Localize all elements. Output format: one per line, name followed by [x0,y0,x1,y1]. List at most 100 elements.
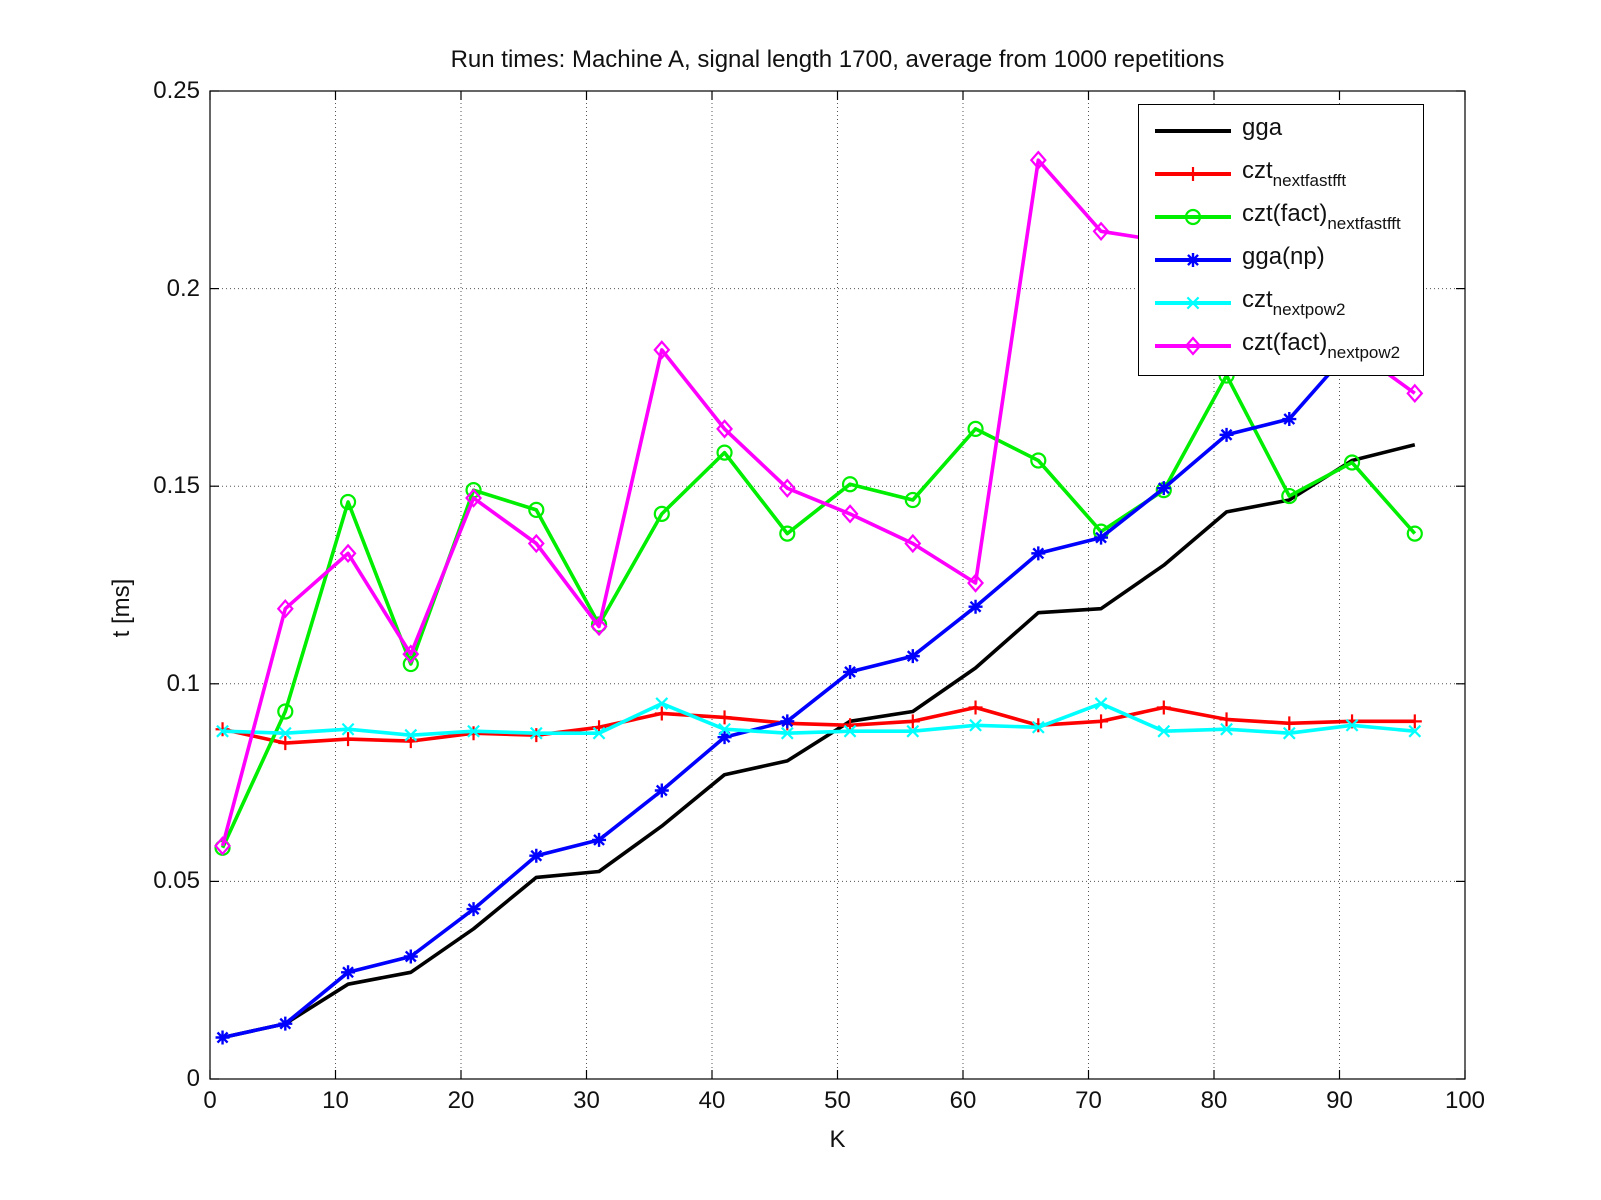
x-tick-label: 10 [322,1087,349,1114]
legend-label-name: czt(fact) [1242,329,1328,356]
data-point [1156,700,1171,715]
data-point [592,726,606,740]
data-point [1031,720,1045,734]
data-point [1094,714,1109,729]
data-point [779,525,796,542]
x-tick-label: 60 [949,1087,977,1114]
series-line [222,701,1415,738]
legend-label-name: czt [1242,157,1273,184]
series-4 [216,697,1422,742]
data-point [716,444,733,461]
data-point [906,724,920,738]
data-point [1157,724,1171,738]
legend-item: czt(fact)nextfastfft [1139,197,1423,237]
y-tick-label: 0.15 [153,472,200,500]
data-point [1282,412,1297,427]
legend-label-subscript: nextfastfft [1272,171,1347,190]
y-tick-label: 0.2 [166,274,200,302]
legend-label-name: gga [1242,114,1283,141]
data-point [1282,716,1297,731]
data-point [653,505,670,522]
data-point [1406,525,1423,542]
data-point [1408,724,1422,738]
data-point [841,504,859,524]
legend-swatch [1155,167,1231,181]
data-point [1282,726,1296,740]
data-point [529,726,543,740]
data-point [655,697,669,710]
data-point [904,491,921,509]
data-point [843,724,857,738]
data-point [905,714,920,729]
data-point [466,902,481,917]
x-axis-label: K [829,1126,846,1153]
legend-swatch-marker [1184,336,1202,356]
data-point [277,703,294,720]
series-line [220,373,1417,849]
data-point [968,599,983,614]
data-point [341,722,355,736]
data-point [778,478,796,498]
x-tick-label: 40 [698,1087,726,1114]
data-point [276,599,294,619]
x-tick-label: 100 [1444,1087,1486,1114]
data-point [402,644,420,664]
data-point [843,664,858,679]
legend-swatch-marker [1186,253,1200,267]
y-tick-label: 0.25 [153,77,200,104]
legend-label: gga(np) [1242,240,1325,274]
x-tick-label: 0 [203,1087,217,1114]
data-point [1281,487,1298,505]
data-point [1345,718,1359,732]
data-point [216,724,229,738]
data-point [967,573,985,593]
data-point [1094,530,1109,545]
legend-swatch-marker [1186,167,1200,181]
data-point [967,420,984,437]
legend-label-subscript: nextfastfft [1327,214,1401,233]
series-0 [222,442,1416,1040]
legend-item: cztnextfastfft [1139,154,1423,194]
series-2 [214,367,1423,856]
data-point [654,783,669,798]
data-point [590,616,608,637]
legend-swatch [1155,208,1231,226]
legend-swatch [1155,129,1231,133]
data-point [278,1016,293,1031]
legend-label: czt(fact)nextfastfft [1242,197,1401,241]
y-axis-label: t [ms] [108,578,135,638]
legend-label-name: czt [1242,286,1273,313]
data-point [1219,427,1234,442]
series-line [222,705,1415,745]
data-point [404,728,418,742]
legend: gga cztnextfastfft czt(fact)nextfastfft gga… [1138,104,1424,376]
data-point [717,730,732,745]
legend-swatch-marker [1186,296,1200,310]
legend-swatch [1155,296,1231,310]
legend-label-subscript: nextpow2 [1272,300,1346,319]
series-line [222,442,1416,1040]
legend-label: czt(fact)nextpow2 [1242,326,1400,370]
data-point [968,700,983,715]
data-point [654,706,669,721]
data-point [718,722,731,736]
y-tick-label: 0.1 [166,669,200,697]
data-point [341,965,356,980]
data-point [339,493,357,511]
data-point [1343,454,1361,471]
data-point [402,655,419,673]
legend-label-subscript: nextpow2 [1327,343,1401,362]
data-point [214,836,232,856]
data-point [528,501,545,519]
y-tick-label: 0 [186,1065,200,1092]
data-point [341,732,356,747]
legend-label: gga [1242,111,1282,145]
data-point [1031,546,1046,561]
data-point [716,419,734,439]
x-tick-label: 80 [1200,1087,1228,1114]
data-point [215,1030,230,1045]
legend-swatch [1155,253,1231,267]
data-point [1029,150,1047,170]
legend-swatch [1155,336,1231,356]
data-point [1406,383,1424,403]
